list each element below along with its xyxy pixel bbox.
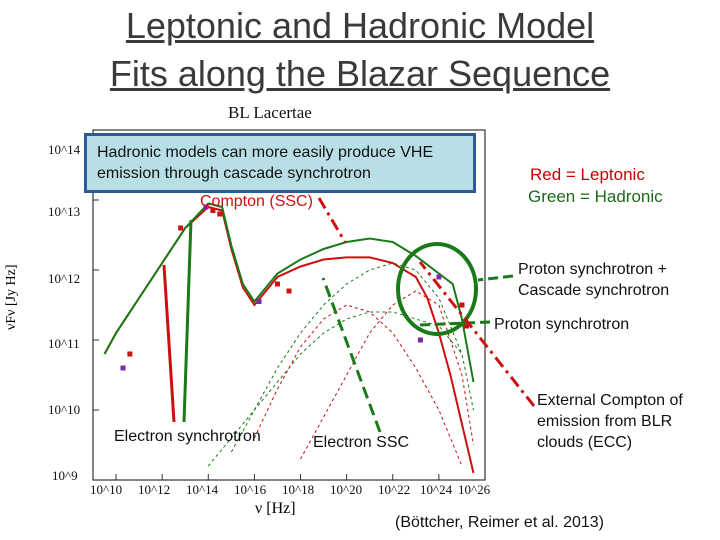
data-points	[120, 204, 470, 371]
plot-grid	[93, 129, 486, 481]
series-hadronic	[103, 202, 475, 383]
x-tick: 10^14	[186, 482, 219, 497]
y-tick: 10^12	[48, 271, 81, 286]
data-point	[436, 274, 442, 280]
ecc-label: External Compton of emission from BLR cl…	[537, 392, 683, 451]
y-tick: 10^14	[48, 142, 81, 157]
series-electron-ssc	[253, 304, 463, 467]
arrow-electron-sync	[182, 219, 193, 423]
electron-ssc-label: Electron SSC	[313, 434, 410, 451]
legend-hadronic: Green = Hadronic	[528, 187, 663, 206]
x-tick: 10^16	[234, 482, 267, 497]
arrow-ecc	[418, 261, 536, 407]
x-tick: 10^22	[378, 482, 411, 497]
series-ecc	[300, 290, 474, 460]
x-tick: 10^26	[458, 482, 491, 497]
data-point	[256, 299, 262, 304]
model-curves	[103, 202, 475, 474]
series-proton-synchrotron	[230, 262, 463, 453]
data-point	[274, 281, 280, 287]
arrow-electron-ssc	[321, 277, 382, 433]
x-axis-label: ν [Hz]	[255, 500, 296, 517]
slide-title-line-1: Leptonic and Hadronic Model	[125, 5, 595, 46]
data-point	[210, 208, 216, 213]
x-tick: 10^12	[138, 482, 171, 497]
data-point	[459, 302, 465, 308]
ssc-partial-label: Compton (SSC)	[200, 193, 313, 210]
arrow-proton-cascade	[477, 274, 514, 282]
data-point	[203, 204, 209, 210]
proton-sync-label: Proton synchrotron	[494, 316, 630, 333]
y-axis-label: νFν [Jy Hz]	[4, 264, 19, 330]
x-tick: 10^18	[282, 482, 315, 497]
hadronic-callout: Hadronic models can more easily produce …	[84, 133, 476, 193]
y-tick: 10^9	[52, 468, 78, 483]
data-point	[286, 288, 292, 294]
y-tick: 10^10	[48, 402, 81, 417]
slide-title-line-2: Fits along the Blazar Sequence	[109, 53, 611, 94]
proton-synchrotron-highlight	[396, 242, 478, 336]
plot-frame	[92, 129, 486, 481]
chart-title: BL Lacertae	[228, 103, 312, 122]
arrow-ssc-top	[317, 197, 347, 243]
x-tick: 10^10	[90, 482, 123, 497]
legend-leptonic: Red = Leptonic	[530, 165, 645, 184]
data-point	[417, 337, 423, 343]
data-point	[120, 365, 126, 371]
arrow-proton-sync	[419, 320, 491, 327]
x-tick: 10^20	[330, 482, 363, 497]
data-point	[217, 211, 223, 217]
data-point	[178, 225, 184, 231]
y-tick: 10^13	[48, 204, 81, 219]
data-point	[464, 323, 470, 329]
y-tick: 10^11	[48, 336, 80, 351]
electron-sync-label: Electron synchrotron	[114, 428, 261, 445]
proton-cascade-label: Proton synchrotron + Cascade synchrotron	[518, 261, 670, 299]
x-tick: 10^24	[420, 482, 453, 497]
series-cascade-synchrotron	[207, 311, 474, 467]
arrow-electron-sync-red	[162, 264, 176, 423]
data-point	[127, 351, 133, 357]
citation: (Böttcher, Reimer et al. 2013)	[395, 514, 604, 531]
